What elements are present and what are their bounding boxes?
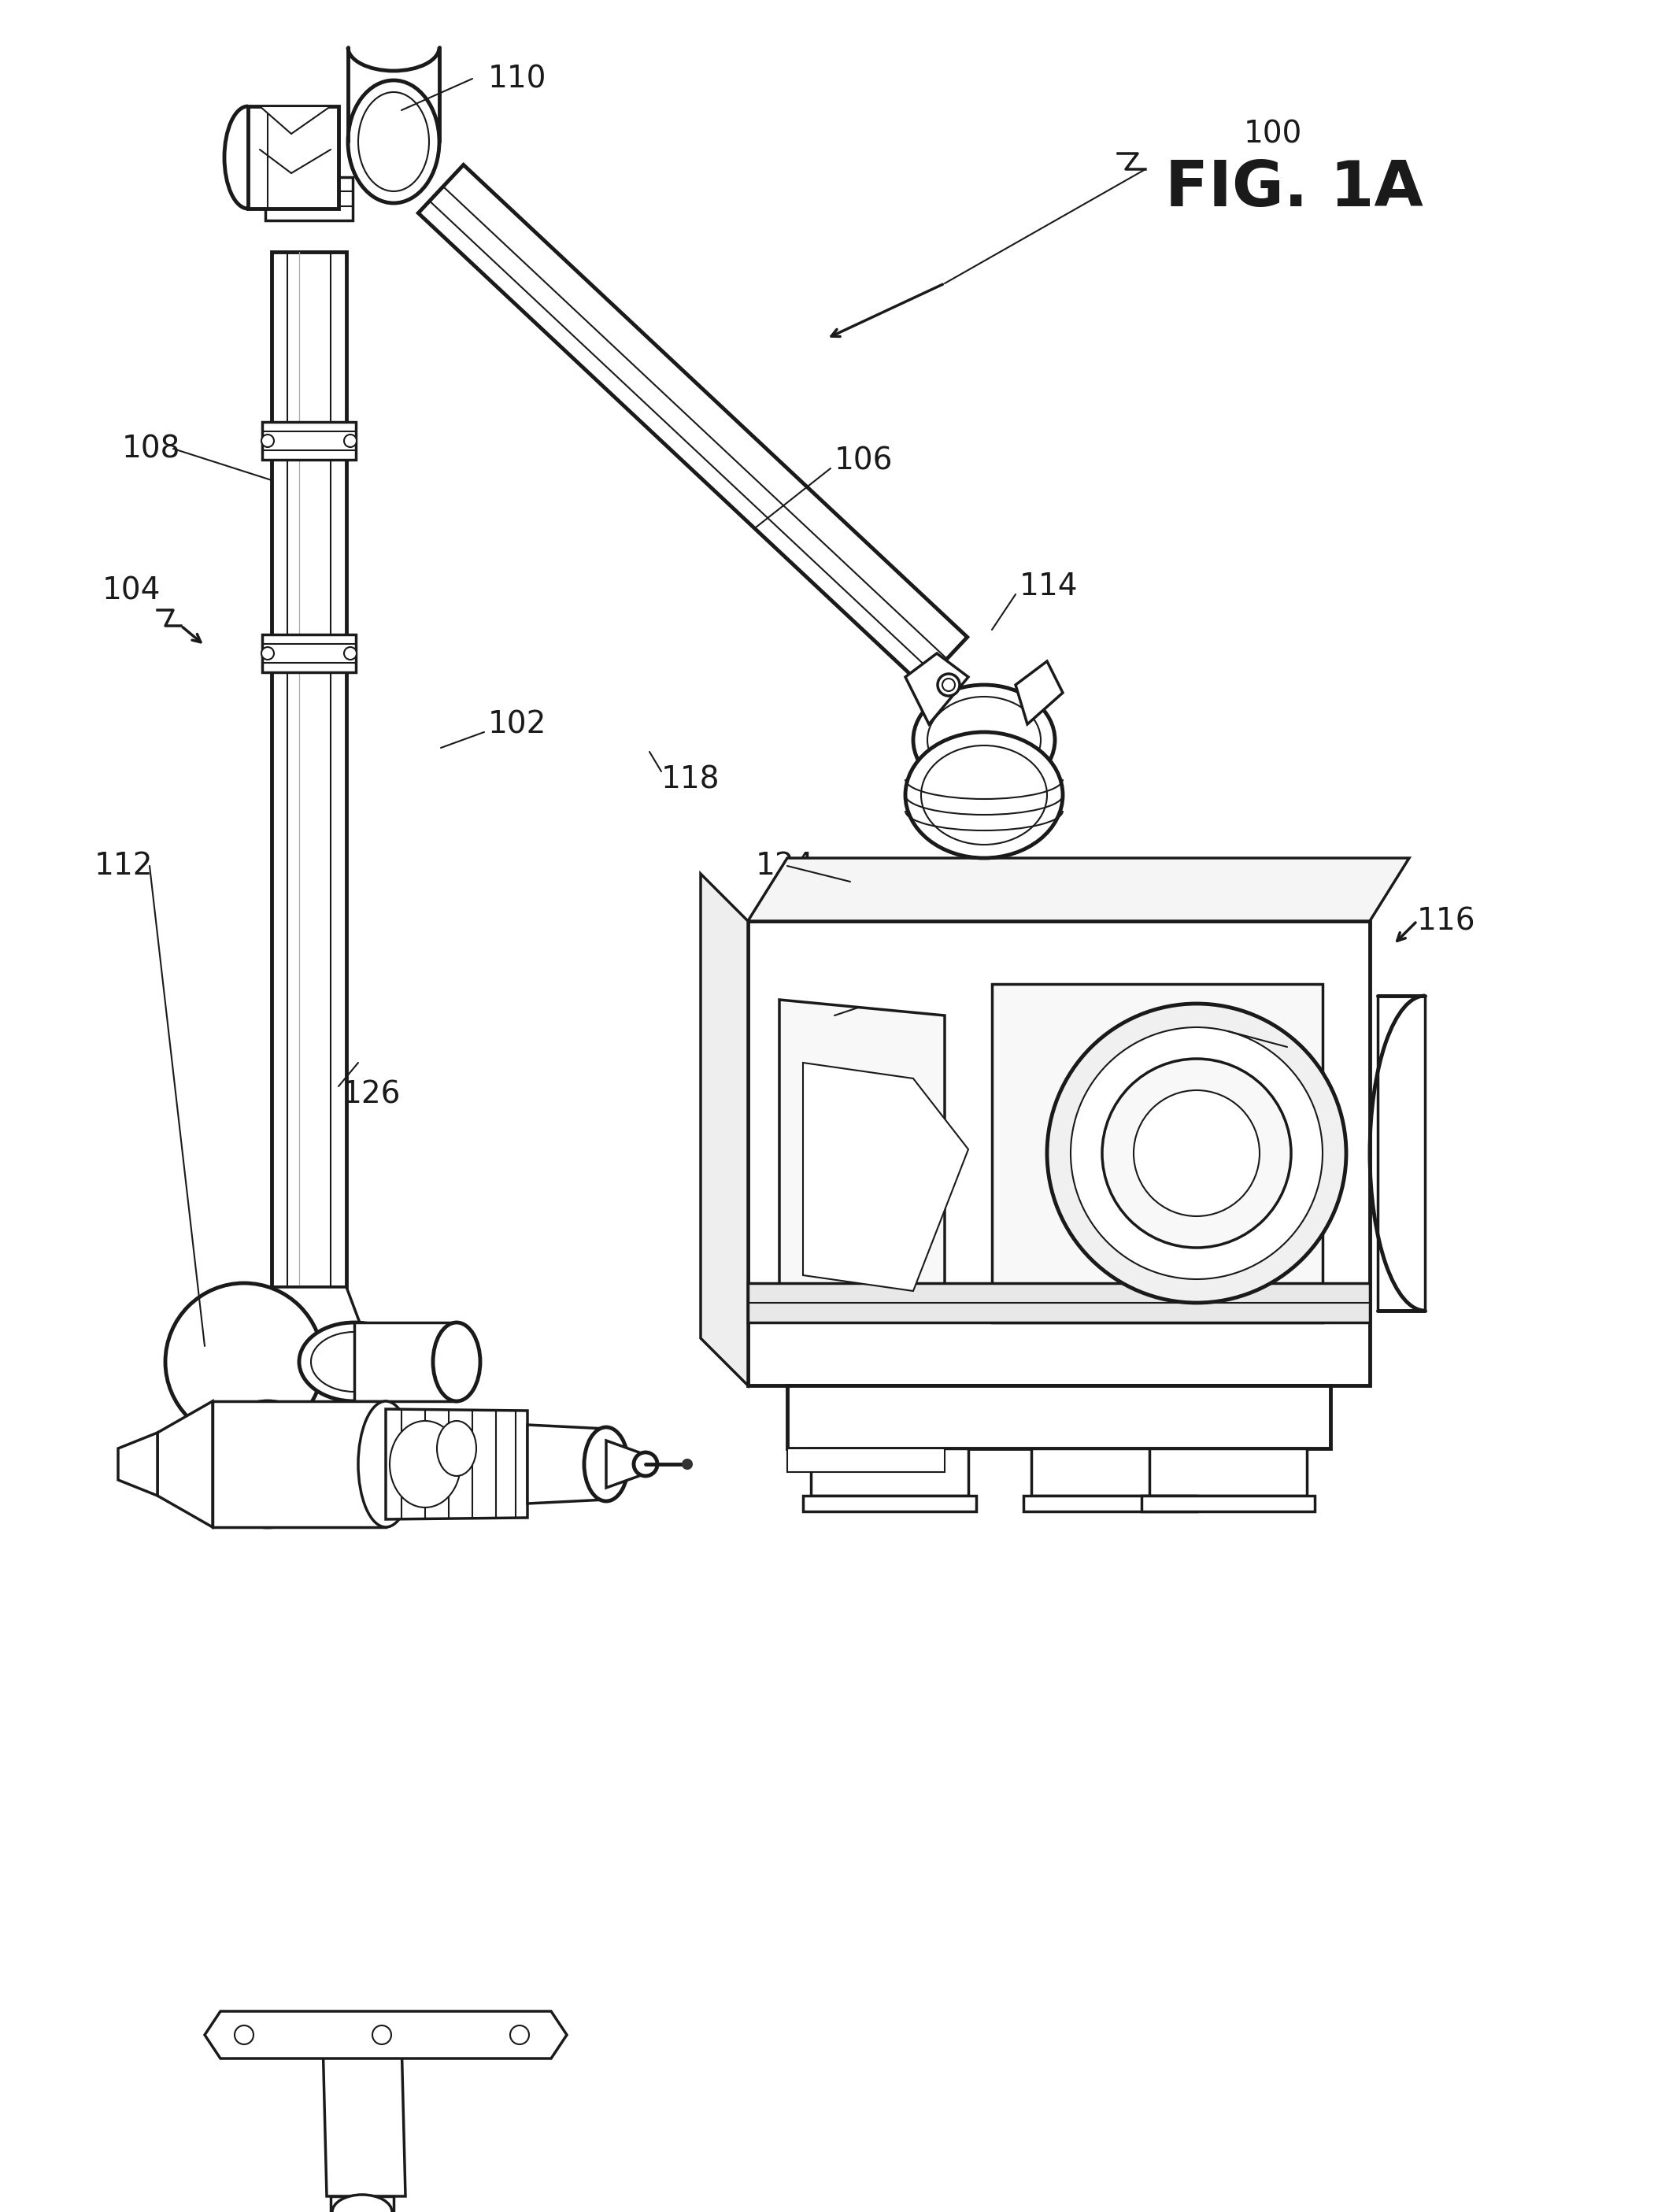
Ellipse shape xyxy=(390,1420,460,1506)
Polygon shape xyxy=(261,635,356,672)
Polygon shape xyxy=(213,1400,385,1526)
Text: 108: 108 xyxy=(122,434,180,465)
Text: 126: 126 xyxy=(342,1079,402,1108)
Text: 120: 120 xyxy=(1292,1024,1350,1055)
Bar xyxy=(1024,1495,1196,1511)
Text: 116: 116 xyxy=(1417,907,1475,936)
Ellipse shape xyxy=(437,1420,476,1475)
Circle shape xyxy=(1133,1091,1260,1217)
Ellipse shape xyxy=(921,745,1047,845)
Bar xyxy=(334,2039,390,2132)
Circle shape xyxy=(372,2026,392,2044)
Polygon shape xyxy=(265,177,352,221)
Circle shape xyxy=(344,434,357,447)
Circle shape xyxy=(938,675,959,697)
Circle shape xyxy=(235,2026,253,2044)
Ellipse shape xyxy=(433,1323,480,1400)
Bar xyxy=(1032,1449,1189,1495)
Polygon shape xyxy=(748,858,1409,920)
Polygon shape xyxy=(701,874,748,1385)
Ellipse shape xyxy=(905,732,1064,858)
Ellipse shape xyxy=(633,1453,657,1475)
Polygon shape xyxy=(1016,661,1064,723)
Text: 110: 110 xyxy=(488,64,547,93)
Bar xyxy=(331,2197,394,2212)
Polygon shape xyxy=(248,106,339,208)
Ellipse shape xyxy=(213,1400,323,1526)
Circle shape xyxy=(683,1460,691,1469)
Polygon shape xyxy=(248,1287,370,1349)
Polygon shape xyxy=(528,1425,605,1504)
Circle shape xyxy=(1047,1004,1346,1303)
Polygon shape xyxy=(323,2039,405,2197)
Ellipse shape xyxy=(928,697,1040,783)
Polygon shape xyxy=(802,1062,968,1292)
Text: 112: 112 xyxy=(94,852,154,880)
Circle shape xyxy=(344,648,357,659)
Bar xyxy=(787,1449,944,1471)
Circle shape xyxy=(1070,1026,1323,1279)
Ellipse shape xyxy=(299,1323,410,1400)
Polygon shape xyxy=(205,2011,567,2059)
Bar xyxy=(1141,1495,1315,1511)
Polygon shape xyxy=(418,166,968,686)
Polygon shape xyxy=(992,984,1323,1323)
Polygon shape xyxy=(905,653,968,723)
Polygon shape xyxy=(261,422,356,460)
Ellipse shape xyxy=(359,1400,414,1526)
Text: 118: 118 xyxy=(662,765,719,794)
Polygon shape xyxy=(605,1440,645,1489)
Text: 100: 100 xyxy=(1244,119,1302,148)
Text: 106: 106 xyxy=(835,445,893,476)
Circle shape xyxy=(509,2026,529,2044)
Polygon shape xyxy=(260,106,331,133)
Bar xyxy=(1378,995,1424,1312)
Text: 114: 114 xyxy=(1019,571,1078,602)
Polygon shape xyxy=(354,1323,457,1400)
Circle shape xyxy=(165,1283,323,1440)
Polygon shape xyxy=(117,1433,157,1495)
Ellipse shape xyxy=(913,686,1055,794)
Circle shape xyxy=(1102,1060,1292,1248)
Text: 104: 104 xyxy=(103,575,160,606)
Text: FIG. 1A: FIG. 1A xyxy=(1164,159,1422,219)
Ellipse shape xyxy=(584,1427,629,1502)
Ellipse shape xyxy=(311,1332,397,1391)
Bar xyxy=(802,1495,976,1511)
Polygon shape xyxy=(779,1000,944,1323)
Ellipse shape xyxy=(347,80,440,204)
Polygon shape xyxy=(271,252,346,1287)
Circle shape xyxy=(943,679,954,690)
Ellipse shape xyxy=(359,93,428,190)
Text: 124: 124 xyxy=(756,852,814,880)
Bar xyxy=(787,1385,1330,1449)
Text: 122: 122 xyxy=(799,1000,858,1031)
Text: 102: 102 xyxy=(488,710,546,739)
Bar xyxy=(1150,1449,1307,1495)
Circle shape xyxy=(261,434,275,447)
Ellipse shape xyxy=(332,2194,392,2212)
Bar xyxy=(748,1283,1370,1323)
Circle shape xyxy=(261,648,275,659)
Bar xyxy=(810,1449,968,1495)
Polygon shape xyxy=(748,920,1370,1385)
Polygon shape xyxy=(157,1400,213,1526)
Polygon shape xyxy=(385,1409,528,1520)
